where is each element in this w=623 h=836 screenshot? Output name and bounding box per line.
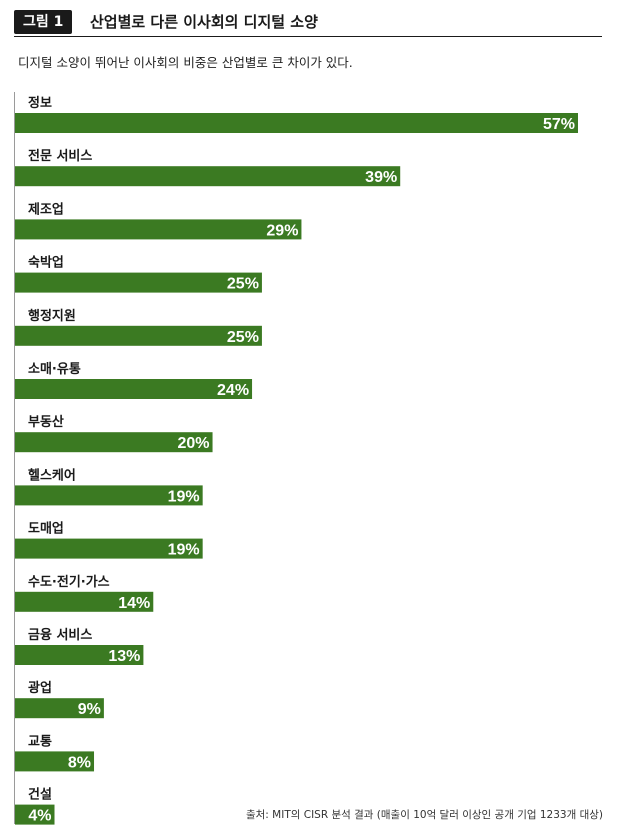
- data-label: 9%: [78, 701, 101, 718]
- bar: [15, 698, 104, 719]
- data-label: 39%: [365, 169, 397, 186]
- bar: [15, 272, 262, 293]
- bar: [15, 219, 302, 240]
- category-label: 광업: [28, 681, 52, 696]
- category-label: 교통: [28, 734, 52, 749]
- data-label: 19%: [168, 488, 200, 505]
- chart-title: 산업별로 다른 이사회의 디지털 소양: [90, 13, 318, 31]
- bar: [15, 751, 95, 772]
- figure-header: 그림 1 산업별로 다른 이사회의 디지털 소양: [14, 8, 602, 37]
- data-label: 20%: [178, 435, 210, 452]
- category-label: 건설: [28, 787, 52, 803]
- data-label: 19%: [168, 542, 200, 559]
- bar: [15, 432, 213, 453]
- category-label: 제조업: [28, 202, 64, 217]
- data-label: 14%: [118, 595, 150, 612]
- category-label: 부동산: [28, 414, 64, 430]
- bar: [15, 325, 262, 346]
- category-label: 소매·유통: [28, 362, 81, 377]
- source-note: 출처: MIT의 CISR 분석 결과 (매출이 10억 달러 이상인 공개 기…: [245, 809, 603, 821]
- category-label: 행정지원: [28, 308, 76, 324]
- category-label: 금융 서비스: [28, 627, 92, 643]
- y-axis-line: [14, 92, 15, 824]
- data-label: 25%: [227, 329, 259, 346]
- bar: [15, 485, 203, 506]
- data-label: 13%: [108, 648, 140, 665]
- category-label: 숙박업: [28, 255, 64, 271]
- data-label: 8%: [68, 754, 91, 771]
- category-label: 수도·전기·가스: [28, 574, 110, 590]
- bar: [15, 379, 253, 399]
- category-label: 전문 서비스: [28, 148, 92, 164]
- bar: [15, 804, 55, 825]
- bar: [15, 113, 578, 133]
- data-label: 29%: [266, 222, 298, 239]
- bar: [15, 645, 144, 665]
- data-label: 25%: [227, 276, 259, 293]
- category-label: 정보: [28, 95, 52, 111]
- data-label: 57%: [543, 116, 575, 133]
- chart-subtitle: 디지털 소양이 뛰어난 이사회의 비중은 산업별로 큰 차이가 있다.: [18, 55, 353, 70]
- data-label: 4%: [28, 808, 51, 825]
- bar: [15, 166, 401, 187]
- bar: [15, 538, 203, 559]
- bar: [15, 591, 154, 612]
- data-label: 24%: [217, 382, 249, 399]
- category-label: 헬스케어: [28, 467, 76, 483]
- category-label: 도매업: [28, 522, 64, 537]
- figure-label: 그림 1: [14, 10, 73, 34]
